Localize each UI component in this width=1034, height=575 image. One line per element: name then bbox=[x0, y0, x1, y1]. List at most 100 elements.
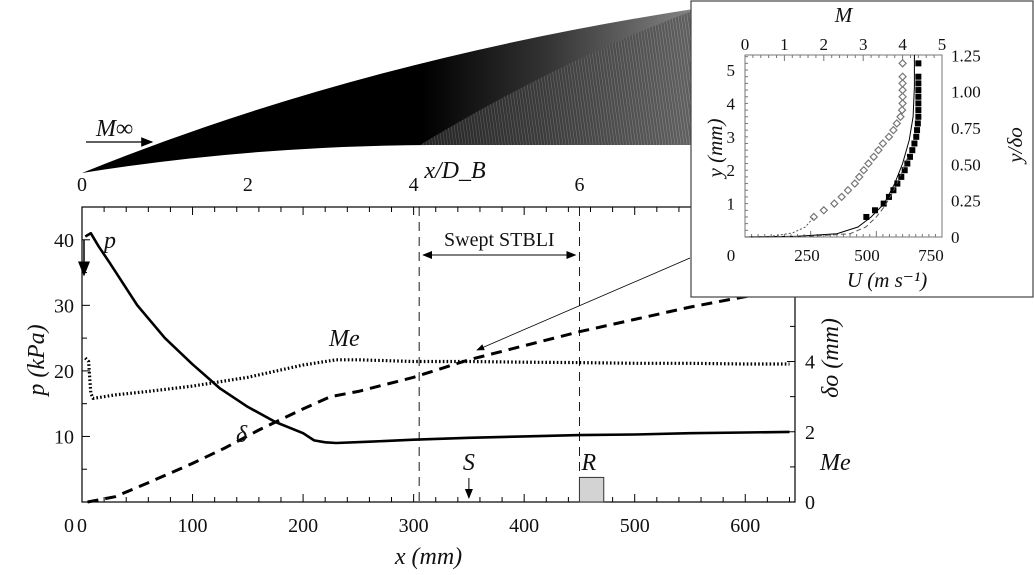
y-tick-label: 30 bbox=[54, 295, 74, 317]
p-series-label: p bbox=[102, 228, 116, 254]
open-diamond-point bbox=[898, 79, 907, 88]
open-diamond-point bbox=[898, 92, 907, 102]
open-diamond-point bbox=[843, 185, 853, 195]
inset-y-tick-label: 2 bbox=[727, 161, 736, 180]
me-series-label: Me bbox=[328, 326, 360, 352]
inset-top-x-tick-label: 1 bbox=[780, 35, 789, 54]
open-diamond-point bbox=[869, 152, 879, 162]
filled-square-point bbox=[914, 127, 921, 134]
inset-dashed-line bbox=[744, 156, 909, 238]
x-tick-label: 300 bbox=[399, 515, 429, 537]
inset-x-tick-label: 750 bbox=[918, 246, 944, 265]
x-tick-label: 600 bbox=[730, 515, 760, 537]
open-diamond-point bbox=[896, 112, 905, 122]
inset-top-x-tick-label: 3 bbox=[859, 35, 868, 54]
y-tick-label: 0 bbox=[64, 515, 74, 537]
filled-square-point bbox=[915, 73, 922, 80]
open-diamond-point bbox=[837, 192, 847, 202]
top-x-tick-label: 0 bbox=[77, 174, 87, 196]
filled-square-point bbox=[904, 160, 911, 167]
open-diamond-point bbox=[897, 105, 907, 115]
cone-body-mesh bbox=[420, 8, 700, 145]
open-diamond-point bbox=[864, 159, 873, 168]
freestream-label: M∞ bbox=[95, 116, 133, 142]
series-δ-line bbox=[87, 286, 790, 504]
series-Me-line bbox=[84, 356, 790, 400]
series-p-line bbox=[84, 231, 790, 445]
inset-top-x-tick-label: 5 bbox=[938, 35, 947, 54]
open-diamond-point bbox=[859, 165, 869, 175]
inset-y-tick-label: 4 bbox=[727, 94, 736, 113]
inset-x-tick-label: 250 bbox=[794, 246, 820, 265]
filled-square-point bbox=[915, 100, 922, 107]
top-x-tick-label: 6 bbox=[574, 174, 584, 196]
open-diamond-point bbox=[884, 132, 894, 142]
reattachment-box bbox=[578, 476, 605, 503]
inset-top-x-tick-label: 4 bbox=[898, 35, 907, 54]
x-tick-label: 0 bbox=[77, 515, 87, 537]
filled-square-point bbox=[872, 207, 879, 214]
filled-square-point bbox=[863, 213, 870, 220]
y-right-tick-label: 4 bbox=[805, 352, 815, 374]
inset-y-right-tick-label: 0.25 bbox=[951, 192, 981, 211]
x-tick-label: 500 bbox=[620, 515, 650, 537]
open-diamond-point bbox=[889, 125, 898, 135]
plot-frame bbox=[81, 206, 796, 503]
top-x-tick-label: 2 bbox=[243, 174, 253, 196]
r-label: R bbox=[580, 450, 596, 476]
inset-pointer-arrow bbox=[476, 257, 691, 351]
filled-square-point bbox=[898, 173, 905, 180]
inset-y-right-tick-label: 0.75 bbox=[951, 119, 981, 138]
filled-square-point bbox=[915, 107, 922, 114]
open-diamond-point bbox=[829, 199, 839, 208]
inset-y-right-axis-label: y/δo bbox=[1003, 127, 1027, 164]
filled-square-point bbox=[909, 147, 916, 154]
filled-square-point bbox=[915, 80, 922, 87]
s-label: S bbox=[463, 450, 475, 476]
inset-x-tick-label: 0 bbox=[727, 246, 736, 265]
inset-solid-line bbox=[744, 55, 915, 238]
open-diamond-point bbox=[898, 59, 907, 68]
filled-square-point bbox=[885, 193, 892, 200]
inset-x-tick-label: 500 bbox=[854, 246, 880, 265]
inset-y-axis-label: y (mm) bbox=[703, 119, 727, 180]
inset-dotted-line bbox=[744, 216, 815, 238]
region-label: Swept STBLI bbox=[444, 229, 555, 251]
inset-y-right-tick-label: 0.50 bbox=[951, 155, 981, 174]
open-diamond-point bbox=[892, 119, 902, 128]
inset-top-x-tick-label: 0 bbox=[741, 35, 750, 54]
y-right-axis-label: δo (mm) bbox=[818, 318, 844, 398]
y-right-tick-label: 0 bbox=[805, 492, 815, 514]
x-tick-label: 100 bbox=[178, 515, 208, 537]
inset-frame bbox=[690, 0, 1034, 298]
inset-y-right-tick-label: 1.25 bbox=[951, 46, 981, 65]
inset-x-axis-label: U (m s⁻¹) bbox=[847, 268, 927, 292]
open-diamond-point bbox=[819, 205, 829, 215]
y-tick-label: 20 bbox=[54, 361, 74, 383]
inset-y-right-tick-label: 1.00 bbox=[951, 83, 981, 102]
open-diamond-point bbox=[854, 172, 864, 182]
open-diamond-point bbox=[874, 145, 883, 155]
filled-square-point bbox=[906, 153, 913, 160]
inset-top-x-tick-label: 2 bbox=[820, 35, 829, 54]
inset-top-axis-label: M bbox=[834, 3, 854, 27]
filled-square-point bbox=[901, 167, 908, 174]
filled-square-point bbox=[911, 140, 918, 147]
delta-series-label: δ bbox=[236, 422, 248, 448]
open-diamond-point bbox=[898, 99, 907, 108]
y-axis-label: p (kPa) bbox=[24, 324, 50, 397]
filled-square-point bbox=[915, 93, 922, 100]
open-diamond-point bbox=[898, 85, 907, 95]
open-diamond-point bbox=[898, 72, 907, 82]
filled-square-point bbox=[915, 60, 922, 67]
open-diamond-point bbox=[878, 139, 888, 148]
top-x-tick-label: 4 bbox=[409, 174, 419, 196]
inset-y-tick-label: 3 bbox=[727, 128, 736, 147]
y-right-tick-label: 2 bbox=[805, 422, 815, 444]
filled-square-point bbox=[913, 133, 920, 140]
top-x-axis-label: x/D_B bbox=[423, 158, 486, 184]
open-diamond-point bbox=[850, 179, 860, 188]
